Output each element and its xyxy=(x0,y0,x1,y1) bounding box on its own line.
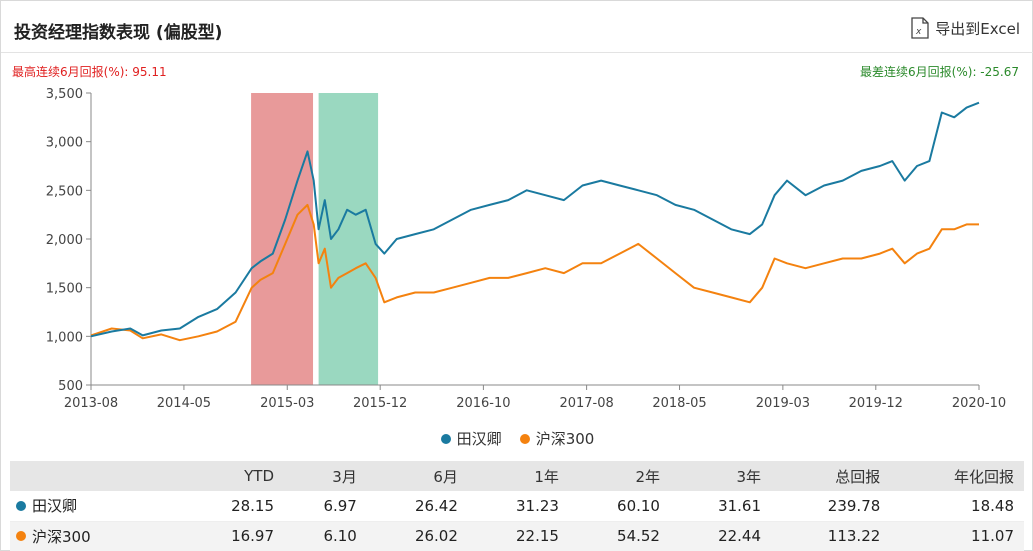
y-tick-label: 1,000 xyxy=(46,330,83,345)
column-header: 1年 xyxy=(467,461,569,491)
table-cell: 31.61 xyxy=(669,491,772,522)
column-header: 3年 xyxy=(669,461,772,491)
table-cell: 54.52 xyxy=(568,521,670,551)
performance-table: YTD 3月 6月 1年 2年 3年 总回报 年化回报 田汉卿 28.15 6.… xyxy=(10,461,1024,551)
series-line-hs300 xyxy=(90,203,979,342)
table-cell: 6.10 xyxy=(284,521,367,551)
highlight-band xyxy=(318,93,379,385)
x-tick-label: 2018-05 xyxy=(652,396,706,411)
legend-dot-icon xyxy=(440,433,451,444)
x-tick-label: 2017-08 xyxy=(559,396,613,411)
column-header: 6月 xyxy=(366,461,468,491)
column-header: 3月 xyxy=(284,461,367,491)
x-tick-label: 2020-10 xyxy=(952,396,1006,411)
panel-header: 投资经理指数表现 (偏股型) x 导出到Excel xyxy=(1,1,1033,53)
legend-label: 田汉卿 xyxy=(456,430,502,448)
legend-item-hs300[interactable]: 沪深300 xyxy=(519,428,595,449)
excel-file-icon: x xyxy=(911,17,929,39)
row-name-cell: 田汉卿 xyxy=(10,491,183,522)
legend-label: 沪深300 xyxy=(535,430,595,448)
x-tick-label: 2019-03 xyxy=(756,396,810,411)
x-tick-label: 2015-03 xyxy=(260,396,314,411)
export-excel-button[interactable]: x 导出到Excel xyxy=(911,17,1020,39)
y-tick-label: 3,000 xyxy=(46,136,83,151)
best-6m-return: 最高连续6月回报(%): 95.11 xyxy=(12,65,167,79)
table-cell: 113.22 xyxy=(771,521,891,551)
table-cell: 28.15 xyxy=(182,491,285,522)
table-row: 沪深300 16.97 6.10 26.02 22.15 54.52 22.44… xyxy=(10,521,1024,551)
y-tick-label: 2,000 xyxy=(46,233,83,248)
x-tick-label: 2013-08 xyxy=(64,396,118,411)
table-header-row: YTD 3月 6月 1年 2年 3年 总回报 年化回报 xyxy=(10,461,1024,491)
svg-text:x: x xyxy=(915,27,922,37)
page-title: 投资经理指数表现 (偏股型) xyxy=(14,23,223,43)
table-cell: 26.42 xyxy=(366,491,468,522)
x-tick-label: 2014-05 xyxy=(157,396,211,411)
line-chart: 3,500 3,000 2,500 2,000 1,500 1,000 500 2013-08… xyxy=(46,87,1006,411)
table-cell: 22.15 xyxy=(467,521,569,551)
column-header xyxy=(10,461,183,491)
series-line-tianhanqing xyxy=(90,101,980,338)
x-tick-label: 2015-12 xyxy=(353,396,407,411)
table-cell: 16.97 xyxy=(182,521,285,551)
column-header: 2年 xyxy=(568,461,670,491)
chart-legend: 田汉卿 沪深300 xyxy=(1,428,1033,449)
table-cell: 6.97 xyxy=(284,491,367,522)
table-row: 田汉卿 28.15 6.97 26.42 31.23 60.10 31.61 2… xyxy=(10,491,1024,522)
column-header: 年化回报 xyxy=(890,461,1024,491)
table-cell: 11.07 xyxy=(890,521,1024,551)
series-dot-icon xyxy=(16,531,26,541)
row-name: 田汉卿 xyxy=(32,497,78,516)
table-cell: 239.78 xyxy=(771,491,891,522)
table-cell: 22.44 xyxy=(669,521,772,551)
table-cell: 18.48 xyxy=(890,491,1024,522)
y-tick-label: 500 xyxy=(58,379,83,394)
column-header: 总回报 xyxy=(771,461,891,491)
table-cell: 26.02 xyxy=(366,521,468,551)
row-name-cell: 沪深300 xyxy=(10,521,183,551)
x-tick-label: 2019-12 xyxy=(849,396,903,411)
legend-dot-icon xyxy=(519,433,530,444)
y-tick-label: 1,500 xyxy=(46,282,83,297)
column-header: YTD xyxy=(182,461,285,491)
export-label: 导出到Excel xyxy=(935,19,1020,38)
x-tick-label: 2016-10 xyxy=(456,396,510,411)
y-tick-label: 3,500 xyxy=(46,87,83,102)
highlight-band xyxy=(251,93,314,385)
worst-6m-return: 最差连续6月回报(%): -25.67 xyxy=(860,65,1019,79)
y-tick-label: 2,500 xyxy=(46,184,83,199)
table-cell: 60.10 xyxy=(568,491,670,522)
row-name: 沪深300 xyxy=(32,527,91,546)
legend-item-tianhanqing[interactable]: 田汉卿 xyxy=(440,428,502,449)
series-dot-icon xyxy=(16,500,26,511)
table-cell: 31.23 xyxy=(467,491,569,522)
